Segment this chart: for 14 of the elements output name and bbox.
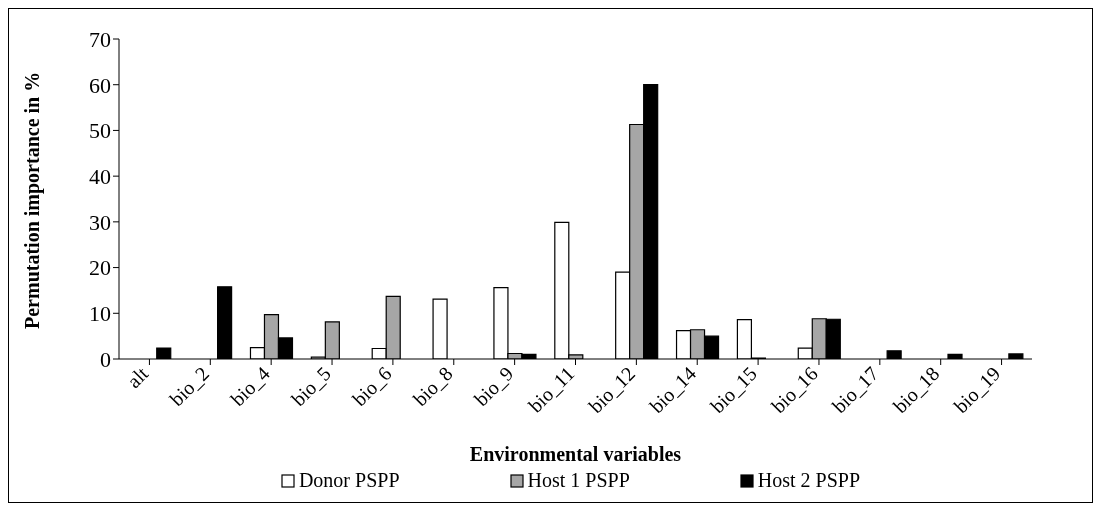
y-tick-label: 50	[89, 118, 111, 144]
x-tick-label: alt	[122, 361, 153, 392]
y-tick-label: 10	[89, 301, 111, 327]
x-axis-title: Environmental variables	[469, 443, 682, 465]
legend-label: Host 2 PSPP	[757, 469, 861, 492]
y-tick-label: 30	[89, 209, 111, 235]
y-tick-label: 70	[89, 26, 111, 52]
y-tick-label: 0	[100, 346, 111, 372]
y-axis-title: Permutation importance in %	[21, 71, 45, 329]
y-tick-label: 60	[89, 72, 111, 98]
legend-label: Host 1 PSPP	[527, 469, 630, 492]
legend-label: Donor PSPP	[298, 469, 400, 492]
y-tick-label: 40	[89, 163, 111, 189]
y-tick-label: 20	[89, 255, 111, 281]
